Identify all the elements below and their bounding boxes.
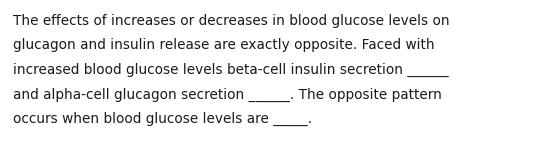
Text: glucagon and insulin release are exactly opposite. Faced with: glucagon and insulin release are exactly…: [13, 39, 435, 53]
Text: The effects of increases or decreases in blood glucose levels on: The effects of increases or decreases in…: [13, 14, 450, 28]
Text: increased blood glucose levels beta-cell insulin secretion ______: increased blood glucose levels beta-cell…: [13, 63, 449, 77]
Text: occurs when blood glucose levels are _____.: occurs when blood glucose levels are ___…: [13, 112, 312, 126]
Text: and alpha-cell glucagon secretion ______. The opposite pattern: and alpha-cell glucagon secretion ______…: [13, 87, 442, 102]
